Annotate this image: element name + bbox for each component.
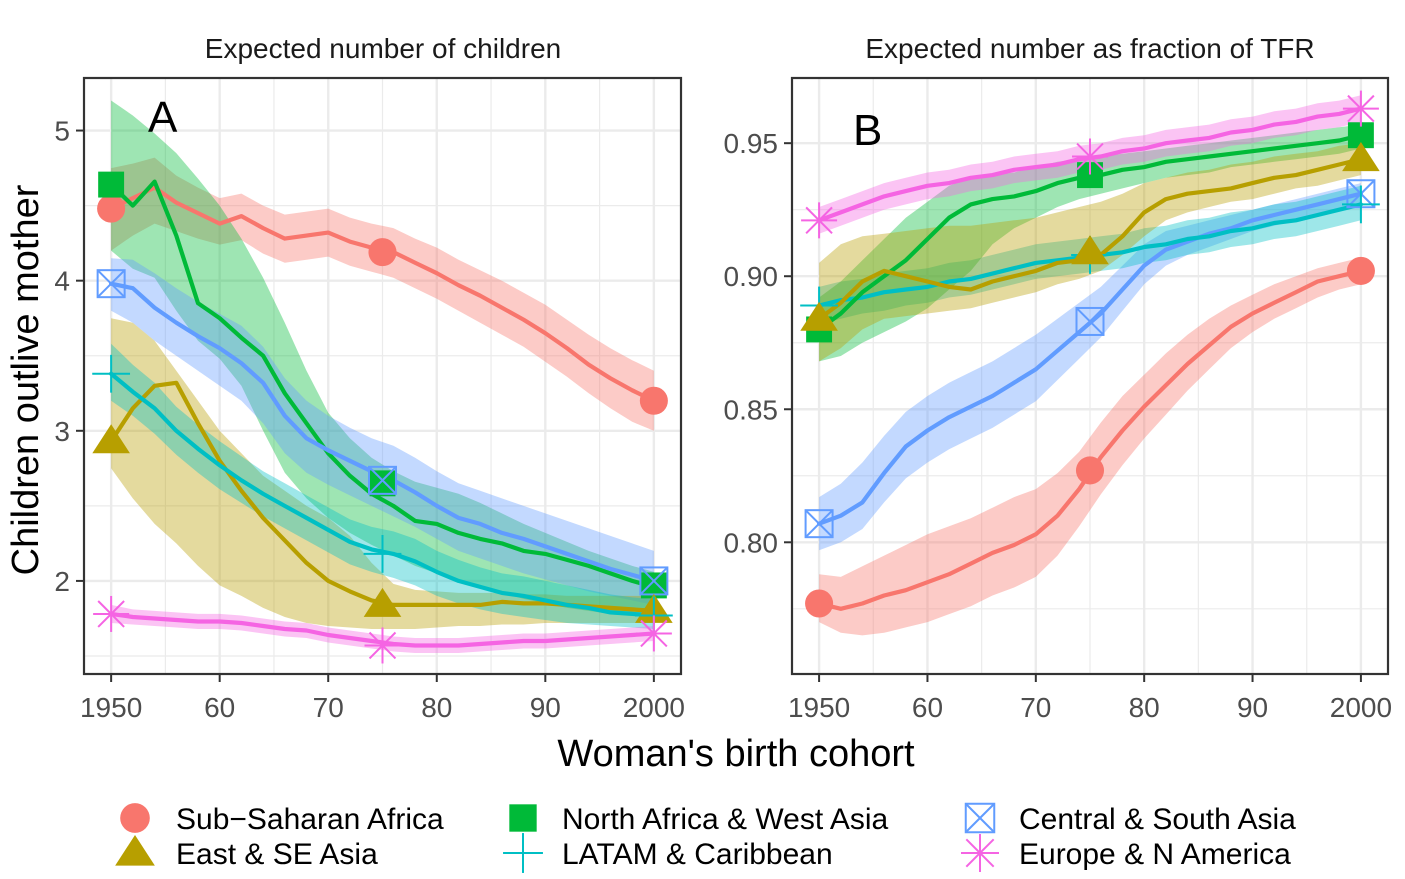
legend-key-square [509,804,537,832]
panel-a-title: Expected number of children [205,33,561,64]
y-tick-label: 0.95 [724,128,779,159]
point-europe-n-america [364,627,401,664]
point-north-africa-west-asia [98,171,125,198]
x-tick-label: 80 [1129,692,1160,723]
x-tick-label: 90 [1237,692,1268,723]
panel-a: 1950 60 70 80 90 2000 2 3 4 5 A [54,76,685,723]
legend-label: Europe & N America [1019,838,1291,871]
y-tick-label: 5 [54,116,70,147]
point-latam-caribbean [363,534,402,573]
legend-item: LATAM & Caribbean [503,833,833,873]
legend-label: LATAM & Caribbean [562,838,833,871]
y-tick-label: 0.90 [724,261,779,292]
point-europe-n-america [93,595,130,632]
markers [92,171,673,664]
legend-label: North Africa & West Asia [562,803,889,836]
panel-b-tag: B [853,106,882,155]
panel-border [82,76,683,676]
point-east-se-asia [363,587,402,617]
y-tick-label: 4 [54,266,70,297]
ribbon-sub-saharan-africa [111,157,654,431]
x-tick-label: 80 [421,692,452,723]
ribbon-sub-saharan-africa [819,257,1361,636]
point-east-se-asia [1071,235,1109,265]
legend-key-plus [503,833,543,873]
legend-item: Europe & N America [961,834,1291,872]
y-tick-label: 3 [54,416,70,447]
point-north-africa-west-asia [369,470,396,497]
x-tick-label: 70 [1020,692,1051,723]
ribbon-central-south-asia [819,183,1361,551]
legend-label: East & SE Asia [176,838,378,871]
point-central-south-asia [804,509,834,539]
legend-key-triangle [115,834,155,866]
y-tick-label: 2 [54,566,70,597]
point-europe-n-america [1342,90,1379,127]
x-axis-label: Woman's birth cohort [557,733,915,775]
x-tick-label: 90 [530,692,561,723]
panel-b-title: Expected number as fraction of TFR [865,33,1314,64]
x-tick-label: 1950 [80,692,142,723]
legend-item: Central & South Asia [964,802,1296,836]
point-europe-n-america [1072,138,1108,175]
point-latam-caribbean [92,354,131,393]
ticks: 1950 60 70 80 90 2000 2 3 4 5 [54,116,685,723]
point-east-se-asia [92,424,130,454]
panel-b: 1950 60 70 80 90 2000 0.80 0.85 0.90 0.95 B [724,76,1393,723]
legend-key-asterisk [961,834,999,872]
x-tick-label: 1950 [788,692,850,723]
point-sub-saharan-africa [368,238,397,267]
point-europe-n-america [635,615,672,652]
panel-a-tag: A [148,93,178,142]
point-central-south-asia [368,465,397,495]
panel-border [790,76,1390,676]
markers [800,90,1380,618]
y-tick-label: 0.80 [724,527,779,558]
point-europe-n-america [801,202,838,239]
x-tick-label: 2000 [1330,692,1392,723]
y-tick-label: 0.85 [724,394,779,425]
point-east-se-asia [1342,142,1380,172]
legend-key-circle [120,803,150,833]
point-central-south-asia [1075,306,1105,336]
legend-key-boxx [964,802,996,834]
ticks: 1950 60 70 80 90 2000 0.80 0.85 0.90 0.95 [724,128,1393,723]
line-north-africa-west-asia [108,179,657,590]
point-sub-saharan-africa [639,386,668,415]
legend-item: North Africa & West Asia [509,803,889,836]
point-sub-saharan-africa [97,194,126,223]
ribbon-east-se-asia [111,318,654,629]
x-tick-label: 70 [313,692,344,723]
legend-item: Sub−Saharan Africa [120,803,444,836]
point-latam-caribbean [1342,185,1380,224]
x-tick-label: 2000 [623,692,685,723]
x-tick-label: 60 [912,692,943,723]
point-sub-saharan-africa [1075,456,1105,485]
point-east-se-asia [800,301,838,331]
legend-label: Sub−Saharan Africa [176,803,444,836]
point-central-south-asia [96,269,126,299]
x-tick-label: 60 [204,692,235,723]
legend-label: Central & South Asia [1019,803,1296,836]
y-axis-label: Children outlive mother [5,184,47,575]
point-sub-saharan-africa [805,589,834,618]
grid [792,78,1388,674]
legend-item: East & SE Asia [115,834,378,871]
point-sub-saharan-africa [1346,256,1375,285]
